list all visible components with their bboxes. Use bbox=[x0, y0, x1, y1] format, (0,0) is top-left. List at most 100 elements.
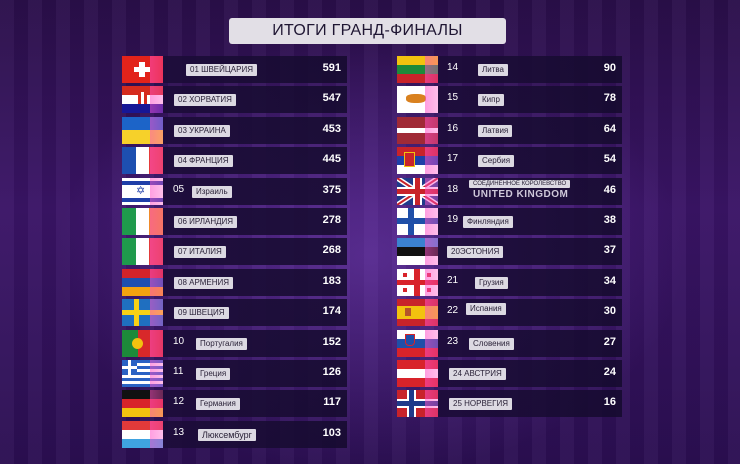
ireland-flag-icon bbox=[122, 207, 163, 235]
lithuania-flag-icon bbox=[397, 56, 438, 83]
rank-number: 11 bbox=[173, 365, 184, 377]
points-value: 268 bbox=[322, 244, 341, 257]
rank-number: 17 bbox=[447, 153, 459, 165]
points-value: 34 bbox=[603, 274, 616, 287]
page-title: ИТОГИ ГРАНД-ФИНАЛЫ bbox=[229, 18, 506, 44]
country-label-english: UNITED KINGDOM bbox=[473, 188, 569, 200]
result-row: 13 Люксембург 103 bbox=[122, 420, 347, 448]
rank-number: 16 bbox=[447, 122, 459, 134]
rank-number: 18 bbox=[447, 183, 459, 195]
points-value: 126 bbox=[322, 365, 341, 378]
points-value: 64 bbox=[603, 122, 616, 135]
country-label: Испания bbox=[466, 303, 506, 316]
points-value: 24 bbox=[603, 365, 616, 378]
estonia-flag-icon bbox=[397, 238, 438, 266]
result-row: 08 АРМЕНИЯ 183 bbox=[122, 268, 347, 296]
points-value: 174 bbox=[322, 305, 341, 318]
country-label: Латвия bbox=[478, 124, 513, 137]
country-label: 07 ИТАЛИЯ bbox=[174, 246, 226, 259]
norway-flag-icon bbox=[397, 390, 438, 418]
germany-flag-icon bbox=[122, 390, 163, 418]
ukraine-flag-icon bbox=[122, 116, 163, 144]
result-row: 12 Германия 117 bbox=[122, 390, 347, 418]
country-label: 25 НОРВЕГИЯ bbox=[449, 398, 512, 411]
points-value: 16 bbox=[603, 396, 616, 409]
points-value: 46 bbox=[603, 183, 616, 196]
points-value: 547 bbox=[322, 92, 341, 105]
armenia-flag-icon bbox=[122, 268, 163, 296]
country-label: Грузия bbox=[475, 276, 508, 289]
country-label: 20ЭСТОНИЯ bbox=[447, 246, 504, 259]
france-flag-icon bbox=[122, 147, 163, 175]
result-row: 21 Грузия 34 bbox=[397, 268, 622, 296]
result-row: 17 Сербия 54 bbox=[397, 147, 622, 175]
result-row: 15 Кипр 78 bbox=[397, 86, 622, 114]
points-value: 278 bbox=[322, 213, 341, 226]
result-row: 11 Греция 126 bbox=[122, 359, 347, 387]
country-label: Словения bbox=[469, 337, 514, 350]
portugal-flag-icon bbox=[122, 329, 163, 357]
points-value: 445 bbox=[322, 153, 341, 166]
country-label: СОЕДИНЕННОЕ КОРОЛЕВСТВО bbox=[469, 179, 571, 188]
israel-flag-icon: ✡ bbox=[122, 177, 163, 205]
result-row: 16 Латвия 64 bbox=[397, 116, 622, 144]
rank-number: 15 bbox=[447, 92, 459, 104]
result-row: 25 НОРВЕГИЯ 16 bbox=[397, 390, 622, 418]
rank-number: 10 bbox=[173, 335, 185, 347]
rank-number: 05 bbox=[173, 183, 185, 195]
italy-flag-icon bbox=[122, 238, 163, 266]
country-label: 08 АРМЕНИЯ bbox=[174, 276, 234, 289]
greece-flag-icon bbox=[122, 359, 163, 387]
croatia-flag-icon bbox=[122, 86, 163, 114]
country-label: 06 ИРЛАНДИЯ bbox=[174, 215, 238, 228]
result-row: 18 СОЕДИНЕННОЕ КОРОЛЕВСТВО UNITED KINGDO… bbox=[397, 177, 622, 205]
result-row: ✡ 05 Израиль 375 bbox=[122, 177, 347, 205]
rank-number: 14 bbox=[447, 62, 459, 73]
country-label: 24 АВСТРИЯ bbox=[449, 367, 506, 380]
country-label: 03 УКРАИНА bbox=[174, 124, 230, 137]
result-row: 06 ИРЛАНДИЯ 278 bbox=[122, 207, 347, 235]
points-value: 27 bbox=[603, 335, 616, 348]
result-row: 04 ФРАНЦИЯ 445 bbox=[122, 147, 347, 175]
cyprus-flag-icon bbox=[397, 86, 438, 114]
country-label: 02 ХОРВАТИЯ bbox=[174, 94, 236, 107]
country-label: Германия bbox=[196, 398, 240, 411]
latvia-flag-icon bbox=[397, 116, 438, 144]
results-column-left: 01 ШВЕЙЦАРИЯ 591 02 ХОРВАТИЯ 547 03 УКРА… bbox=[122, 56, 347, 451]
country-label: 01 ШВЕЙЦАРИЯ bbox=[186, 64, 257, 76]
result-row: 20ЭСТОНИЯ 37 bbox=[397, 238, 622, 266]
points-value: 453 bbox=[322, 122, 341, 135]
rank-number: 13 bbox=[173, 426, 185, 438]
result-row: 09 ШВЕЦИЯ 174 bbox=[122, 299, 347, 327]
serbia-flag-icon bbox=[397, 147, 438, 175]
country-label: Финляндия bbox=[463, 215, 513, 228]
luxembourg-flag-icon bbox=[122, 420, 163, 448]
result-row: 14 Литва 90 bbox=[397, 56, 622, 83]
points-value: 37 bbox=[603, 244, 616, 257]
austria-flag-icon bbox=[397, 359, 438, 387]
rank-number: 12 bbox=[173, 396, 185, 408]
result-row: 10 Португалия 152 bbox=[122, 329, 347, 357]
country-label: 04 ФРАНЦИЯ bbox=[174, 155, 233, 168]
result-row: 03 УКРАИНА 453 bbox=[122, 116, 347, 144]
result-row: 22 Испания 30 bbox=[397, 299, 622, 327]
finland-flag-icon bbox=[397, 207, 438, 235]
points-value: 117 bbox=[323, 396, 341, 409]
result-row: 19 Финляндия 38 bbox=[397, 207, 622, 235]
points-value: 591 bbox=[322, 62, 341, 74]
country-label: Люксембург bbox=[198, 428, 256, 441]
result-row: 01 ШВЕЙЦАРИЯ 591 bbox=[122, 56, 347, 83]
slovenia-flag-icon bbox=[397, 329, 438, 357]
country-label: Сербия bbox=[478, 155, 515, 168]
points-value: 78 bbox=[603, 92, 616, 105]
sweden-flag-icon bbox=[122, 299, 163, 327]
switzerland-flag-icon bbox=[122, 56, 163, 83]
country-label: 09 ШВЕЦИЯ bbox=[174, 307, 229, 320]
rank-number: 19 bbox=[447, 213, 459, 225]
result-row: 07 ИТАЛИЯ 268 bbox=[122, 238, 347, 266]
uk-flag-icon bbox=[397, 177, 438, 205]
country-label: Кипр bbox=[478, 94, 504, 107]
points-value: 152 bbox=[322, 335, 341, 348]
points-value: 103 bbox=[322, 426, 341, 439]
